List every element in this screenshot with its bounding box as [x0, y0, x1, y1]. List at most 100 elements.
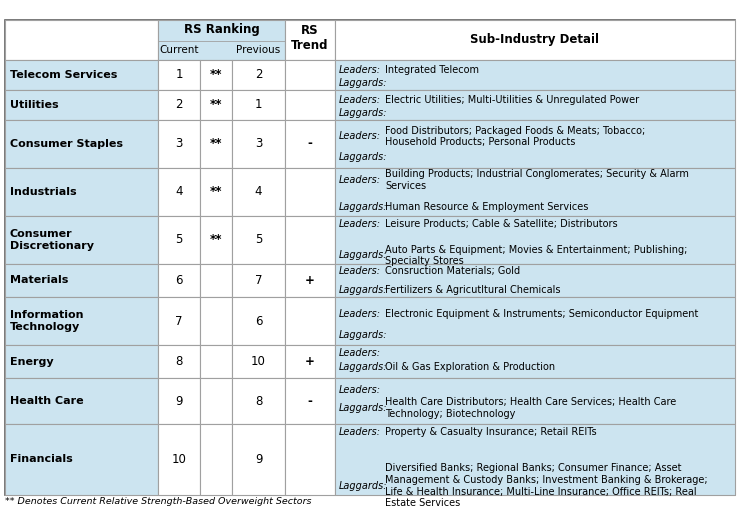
Bar: [200, 297, 232, 345]
Bar: [158, 119, 200, 168]
Text: Sub-Industry Detail: Sub-Industry Detail: [470, 34, 599, 47]
Text: **: **: [210, 98, 222, 111]
Bar: [232, 297, 285, 345]
Text: Leaders:: Leaders:: [339, 175, 381, 185]
Bar: [5, 20, 158, 60]
Text: RS
Trend: RS Trend: [291, 24, 328, 52]
Text: Leaders:: Leaders:: [339, 309, 381, 319]
Text: Consumer
Discretionary: Consumer Discretionary: [10, 229, 94, 251]
Text: Consumer Staples: Consumer Staples: [10, 139, 123, 149]
Bar: [158, 297, 200, 345]
Bar: [158, 168, 200, 216]
Bar: [158, 264, 200, 297]
Bar: [158, 90, 200, 119]
Text: Electric Utilities; Multi-Utilities & Unregulated Power: Electric Utilities; Multi-Utilities & Un…: [385, 95, 639, 105]
Bar: [232, 345, 285, 378]
Text: 10: 10: [251, 355, 266, 368]
Bar: [285, 119, 335, 168]
Text: **: **: [210, 68, 222, 81]
Text: 6: 6: [176, 274, 183, 287]
Text: 5: 5: [176, 233, 183, 247]
Text: 5: 5: [255, 233, 262, 247]
Bar: [232, 90, 285, 119]
Text: Leaders:: Leaders:: [339, 385, 381, 394]
Text: Integrated Telecom: Integrated Telecom: [385, 66, 479, 75]
Bar: [158, 378, 200, 424]
Bar: [335, 90, 735, 119]
Text: +: +: [305, 355, 315, 368]
Bar: [5, 345, 158, 378]
Bar: [335, 216, 735, 264]
Text: **: **: [210, 137, 222, 150]
Text: Current: Current: [159, 45, 199, 55]
Text: Leaders:: Leaders:: [339, 427, 381, 437]
Bar: [335, 264, 735, 297]
Text: Laggards:: Laggards:: [339, 202, 388, 212]
Bar: [5, 264, 158, 297]
Bar: [5, 297, 158, 345]
Bar: [200, 378, 232, 424]
Text: Building Products; Industrial Conglomerates; Security & Alarm
Services: Building Products; Industrial Conglomera…: [385, 170, 688, 191]
Bar: [200, 168, 232, 216]
Bar: [5, 424, 158, 495]
Text: 1: 1: [176, 68, 183, 81]
Bar: [232, 216, 285, 264]
Text: +: +: [305, 274, 315, 287]
Bar: [335, 424, 735, 495]
Text: Food Distributors; Packaged Foods & Meats; Tobacco;
Household Products; Personal: Food Distributors; Packaged Foods & Meat…: [385, 126, 645, 147]
Bar: [335, 20, 735, 60]
Bar: [285, 345, 335, 378]
Bar: [335, 297, 735, 345]
Bar: [158, 424, 200, 495]
Text: Laggards:: Laggards:: [339, 284, 388, 295]
Bar: [158, 60, 200, 90]
Text: 8: 8: [255, 394, 262, 407]
Text: Industrials: Industrials: [10, 187, 76, 197]
Text: ** Denotes Current Relative Strength-Based Overweight Sectors: ** Denotes Current Relative Strength-Bas…: [5, 497, 311, 506]
Bar: [5, 168, 158, 216]
Text: 4: 4: [176, 185, 183, 199]
Text: Laggards:: Laggards:: [339, 361, 388, 372]
Text: Financials: Financials: [10, 454, 73, 464]
Bar: [158, 345, 200, 378]
Text: 6: 6: [255, 314, 262, 328]
Text: 3: 3: [255, 137, 262, 150]
Text: -: -: [308, 394, 313, 407]
Text: 7: 7: [176, 314, 183, 328]
Text: Auto Parts & Equipment; Movies & Entertainment; Publishing;
Specialty Stores: Auto Parts & Equipment; Movies & Enterta…: [385, 245, 687, 266]
Text: Laggards:: Laggards:: [339, 481, 388, 491]
Bar: [285, 90, 335, 119]
Bar: [158, 216, 200, 264]
Text: -: -: [308, 137, 313, 150]
Text: RS Ranking: RS Ranking: [184, 23, 260, 37]
Text: Laggards:: Laggards:: [339, 152, 388, 162]
Text: Fertilizers & Agricutltural Chemicals: Fertilizers & Agricutltural Chemicals: [385, 284, 560, 295]
Text: **: **: [210, 233, 222, 247]
Bar: [285, 60, 335, 90]
Text: Materials: Materials: [10, 276, 68, 285]
Text: 7: 7: [255, 274, 262, 287]
Text: Information
Technology: Information Technology: [10, 310, 83, 332]
Text: 9: 9: [255, 453, 262, 466]
Text: Laggards:: Laggards:: [339, 78, 388, 88]
Bar: [335, 168, 735, 216]
Bar: [285, 168, 335, 216]
Bar: [285, 424, 335, 495]
Text: Leaders:: Leaders:: [339, 95, 381, 105]
Bar: [335, 60, 735, 90]
Text: 2: 2: [255, 68, 262, 81]
Bar: [200, 216, 232, 264]
Bar: [232, 168, 285, 216]
Text: Laggards:: Laggards:: [339, 329, 388, 340]
Text: 3: 3: [176, 137, 183, 150]
Text: Leaders:: Leaders:: [339, 348, 381, 358]
Text: 8: 8: [176, 355, 183, 368]
Bar: [285, 264, 335, 297]
Text: Laggards:: Laggards:: [339, 250, 388, 261]
Text: Leaders:: Leaders:: [339, 266, 381, 276]
Bar: [232, 119, 285, 168]
Text: Laggards:: Laggards:: [339, 108, 388, 118]
Bar: [158, 20, 285, 60]
Bar: [232, 378, 285, 424]
Bar: [200, 424, 232, 495]
